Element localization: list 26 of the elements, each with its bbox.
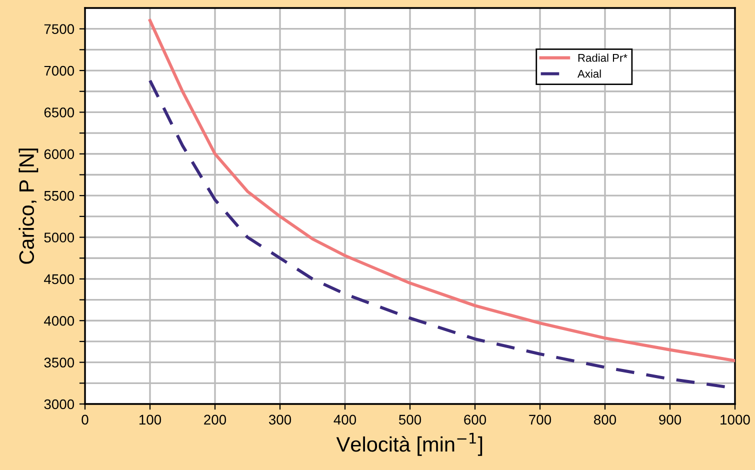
x-tick-label: 700 [529,414,552,425]
y-tick-label: 5000 [44,232,74,242]
x-tick-label: 200 [204,414,226,425]
x-tick-label: 400 [334,414,356,425]
x-tick-label: 800 [594,414,616,425]
x-tick-label: 900 [659,414,682,425]
y-tick-label: 3000 [44,399,74,410]
line-series [148,18,735,362]
legend-label: Radial Pr* [578,54,628,62]
y-tick-label: 4000 [44,316,74,326]
x-tick-label: 100 [139,414,162,425]
y-tick-label: 6500 [44,108,74,118]
y-axis-title: Carico, P [N] [18,148,38,264]
x-axis-title: Velocità [min$^{−1}$] [336,432,482,456]
y-tick-label: 7500 [44,24,74,34]
y-tick-label: 7000 [44,66,74,76]
x-tick-label: 1000 [720,414,750,425]
y-tick-label: 3500 [44,358,74,368]
y-tick-label: 4500 [44,274,74,284]
legend-label: Axial [578,70,601,78]
x-tick-label: 300 [268,414,292,425]
x-tick-label: 500 [398,414,422,425]
y-tick-label: 5500 [44,190,74,201]
x-tick-label: 0 [82,414,88,425]
x-tick-label: 600 [464,414,486,425]
y-tick-label: 6000 [44,149,74,160]
